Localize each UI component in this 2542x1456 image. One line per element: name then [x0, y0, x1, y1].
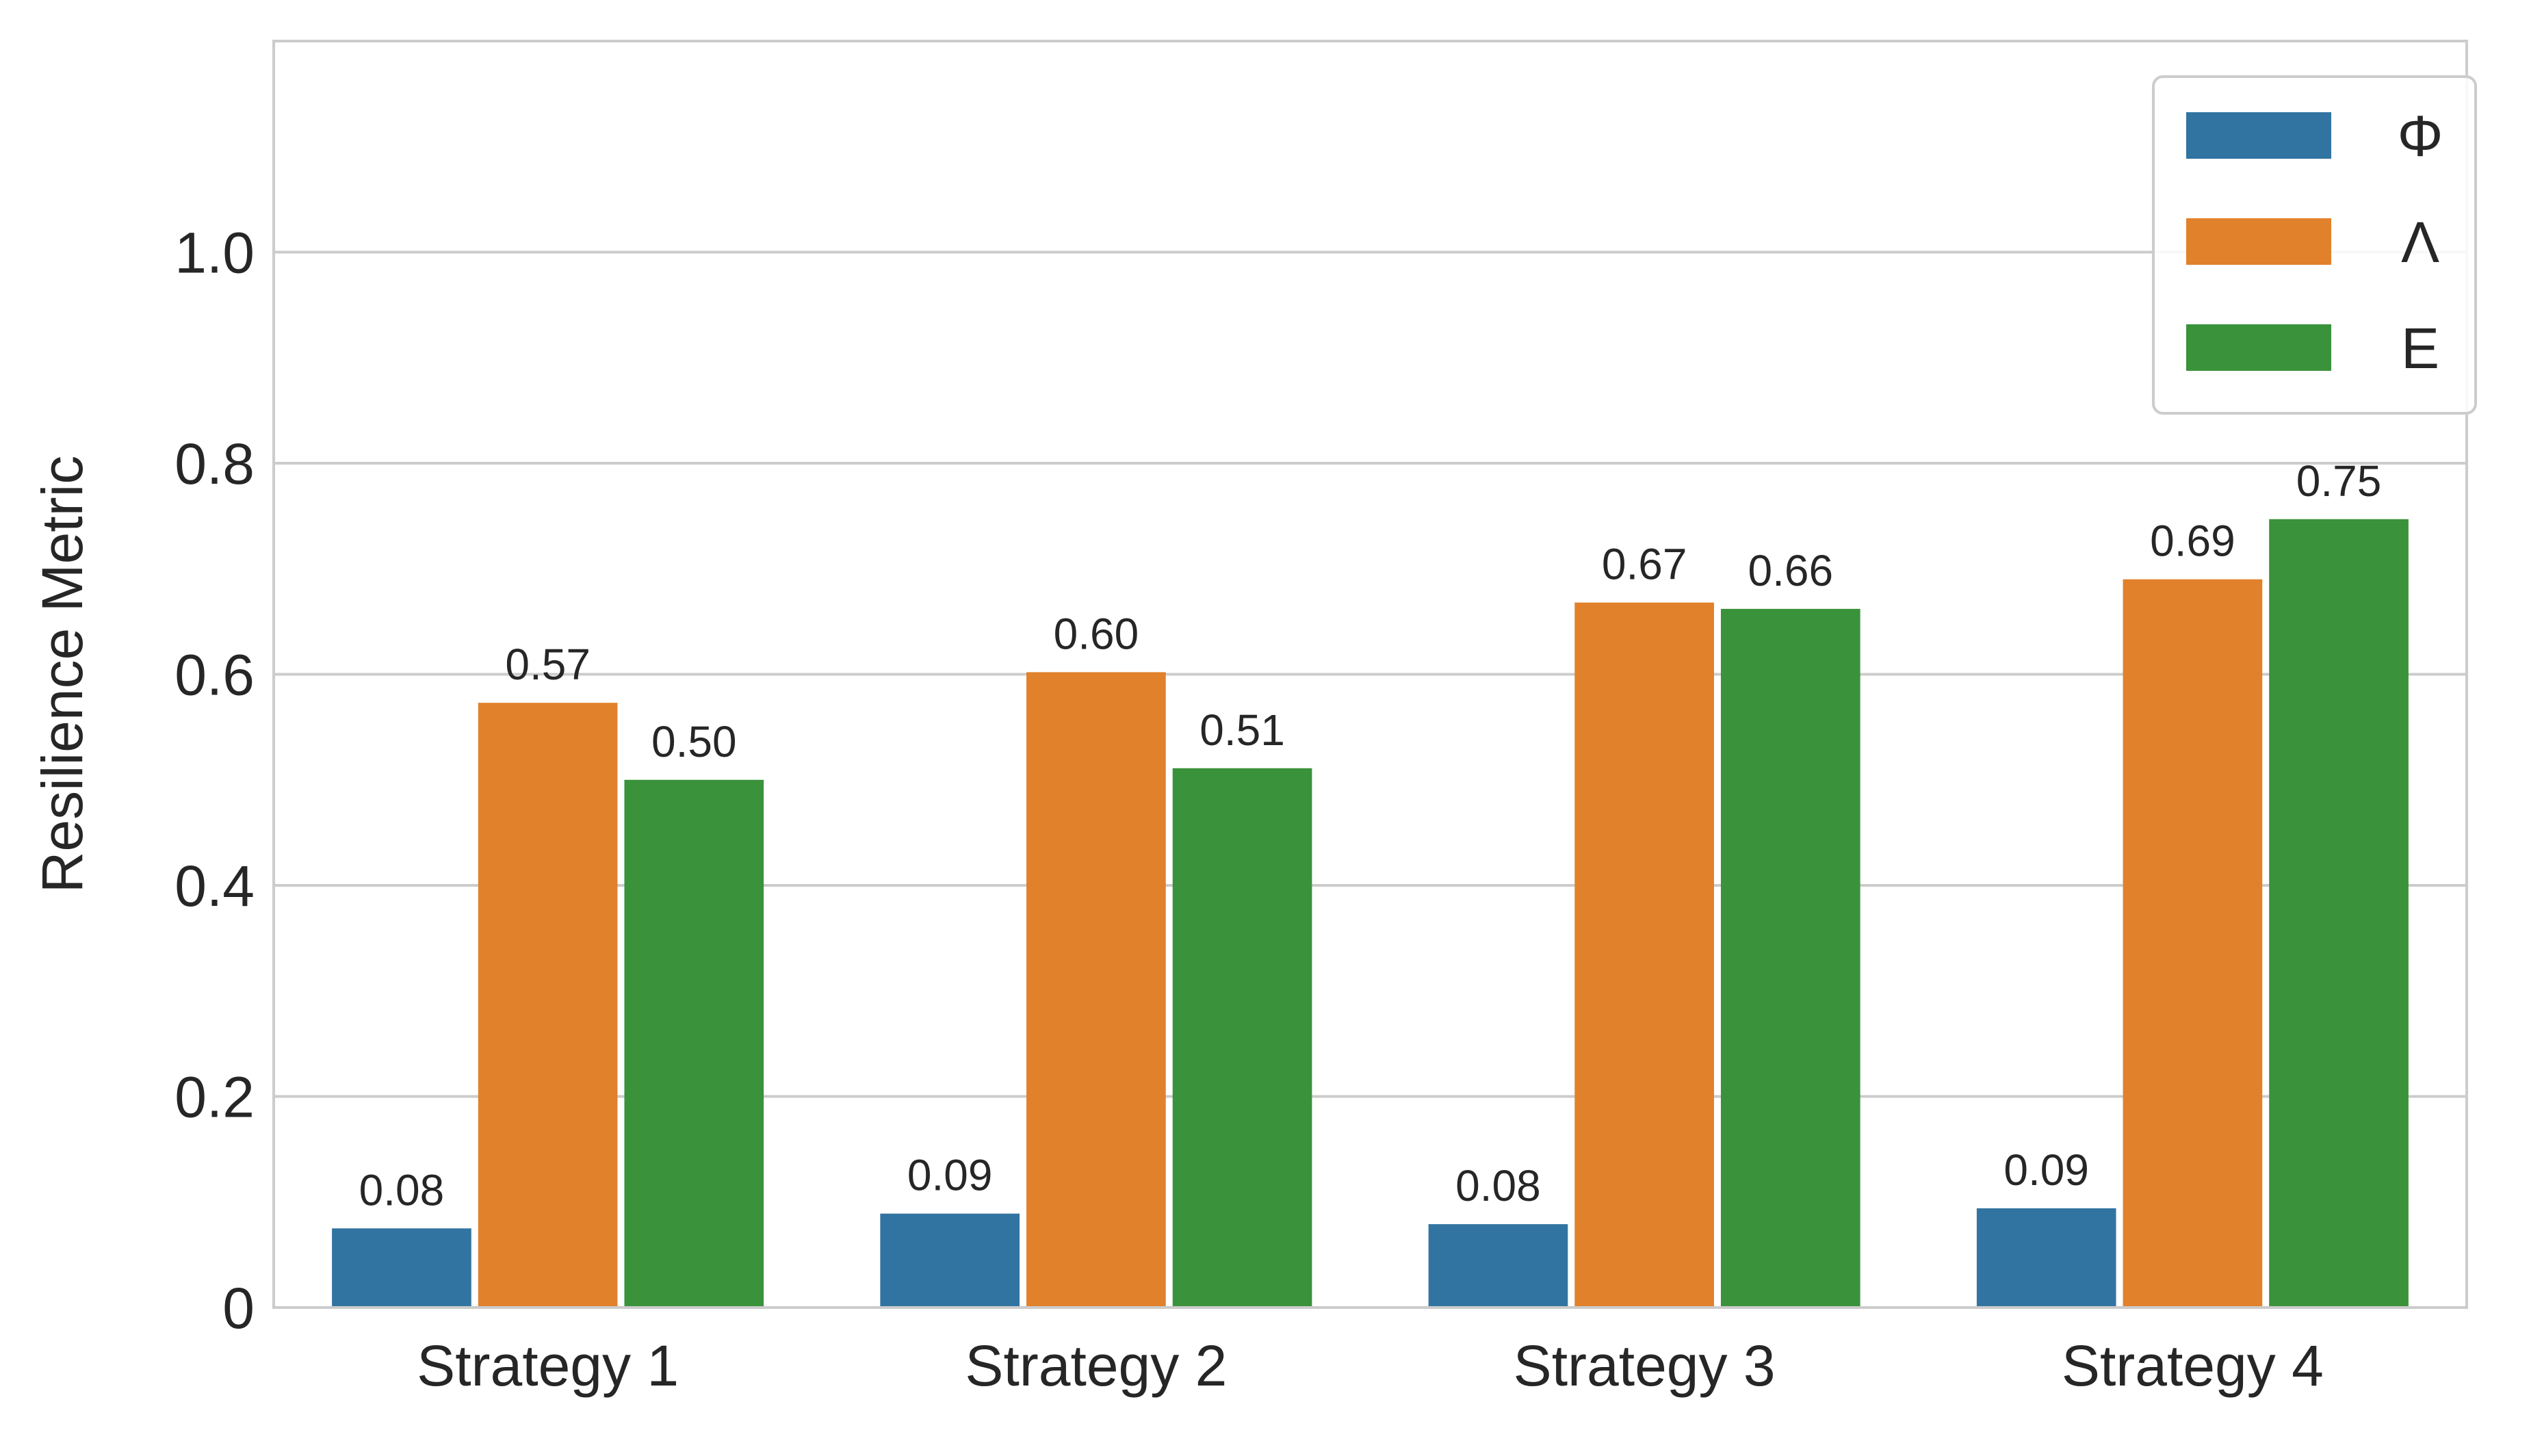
data-label: 0.09 — [907, 1151, 993, 1200]
data-label: 0.08 — [359, 1165, 445, 1214]
data-label: 0.67 — [1602, 540, 1687, 589]
data-labels: 0.08 0.57 0.50 0.09 0.60 0.51 0.08 0.67 0.66 0.09… — [359, 456, 2382, 1215]
data-label: 0.08 — [1455, 1161, 1541, 1210]
y-tick-label: 0.6 — [174, 643, 255, 707]
bar-3-3 — [1720, 608, 1860, 1308]
y-tick-label: 0.8 — [174, 432, 255, 496]
bar-3-4 — [2269, 519, 2409, 1308]
data-label: 0.51 — [1199, 705, 1285, 755]
bar-1-4 — [1976, 1208, 2116, 1308]
bar-3-2 — [1172, 768, 1312, 1308]
x-tick-label: Strategy 1 — [417, 1334, 679, 1398]
x-tick-label: Strategy 3 — [1514, 1334, 1776, 1398]
legend-swatch — [2186, 112, 2331, 159]
bar-1-3 — [1428, 1224, 1568, 1308]
y-axis-label: Resilience Metric — [30, 456, 94, 894]
x-tick-label: Strategy 4 — [2062, 1334, 2324, 1398]
bar-3-1 — [624, 779, 764, 1308]
bars — [332, 519, 2409, 1308]
bar-2-1 — [478, 703, 618, 1308]
y-tick-label: 0 — [222, 1276, 255, 1340]
legend: ΦΛE — [2152, 75, 2477, 415]
y-tick-label: 0.4 — [174, 854, 255, 918]
y-axis-ticks: 0 0.2 0.4 0.6 0.8 1.0 — [174, 221, 255, 1341]
bar-2-3 — [1574, 602, 1714, 1308]
data-label: 0.57 — [505, 640, 591, 689]
data-label: 0.75 — [2296, 456, 2382, 506]
y-tick-label: 0.2 — [174, 1065, 255, 1130]
bar-2-2 — [1026, 672, 1166, 1308]
plot-frame — [272, 40, 2468, 1309]
data-label: 0.09 — [2003, 1145, 2089, 1195]
data-label: 0.66 — [1748, 546, 1834, 595]
x-axis-ticks: Strategy 1 Strategy 2 Strategy 3 Strategy 4 — [417, 1334, 2324, 1398]
bar-1-2 — [880, 1213, 1020, 1308]
data-label: 0.60 — [1054, 609, 1139, 658]
legend-label: Λ — [2401, 210, 2439, 274]
data-label: 0.50 — [651, 717, 737, 766]
bar-2-4 — [2123, 579, 2263, 1308]
data-label: 0.69 — [2150, 517, 2235, 566]
legend-swatch — [2186, 324, 2331, 371]
bar-1-1 — [332, 1228, 471, 1308]
legend-label: Φ — [2397, 104, 2443, 168]
y-tick-label: 1.0 — [174, 221, 255, 285]
x-tick-label: Strategy 2 — [965, 1334, 1227, 1398]
legend-swatch — [2186, 218, 2331, 265]
legend-label: E — [2401, 316, 2439, 380]
